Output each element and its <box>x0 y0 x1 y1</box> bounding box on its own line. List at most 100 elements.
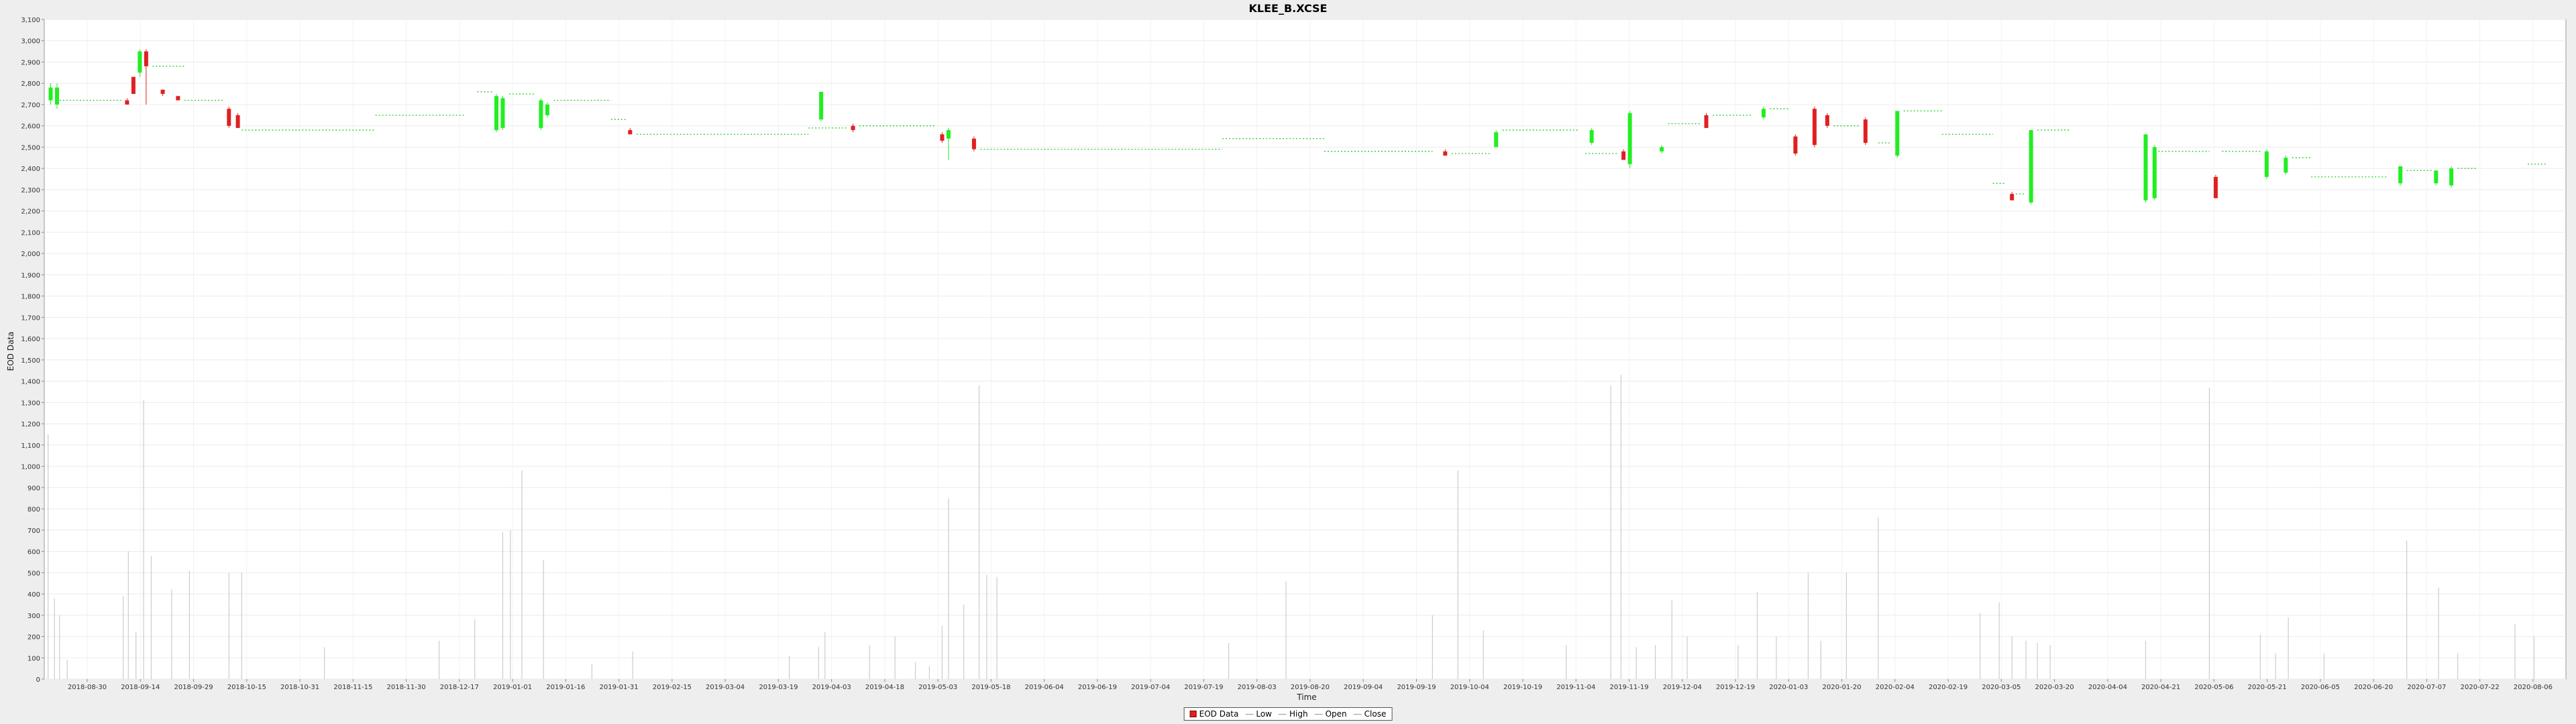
x-tick-label: 2020-04-04 <box>2088 684 2127 691</box>
y-tick-label: 2,900 <box>21 59 40 66</box>
y-tick-label: 2,400 <box>21 166 40 173</box>
y-tick-label: 100 <box>28 655 40 662</box>
x-tick-label: 2019-11-19 <box>1609 684 1648 691</box>
y-tick-label: 1,300 <box>21 400 40 407</box>
x-tick-label: 2019-08-03 <box>1238 684 1277 691</box>
y-tick-label: 2,000 <box>21 251 40 258</box>
x-tick-label: 2019-10-19 <box>1503 684 1542 691</box>
x-tick-label: 2019-09-19 <box>1397 684 1436 691</box>
candle-body <box>946 130 951 139</box>
x-tick-label: 2018-11-15 <box>333 684 372 691</box>
candle-body <box>1895 111 1900 156</box>
candle-body <box>2213 176 2218 198</box>
x-tick-label: 2020-03-20 <box>2035 684 2074 691</box>
x-tick-label: 2019-12-19 <box>1716 684 1755 691</box>
candle-body <box>227 109 231 126</box>
y-tick-label: 1,000 <box>21 464 40 471</box>
y-tick-label: 2,100 <box>21 229 40 237</box>
x-tick-label: 2019-04-18 <box>865 684 904 691</box>
candle-body <box>1761 109 1766 118</box>
x-tick-label: 2019-04-03 <box>812 684 851 691</box>
candle-body <box>1812 109 1817 145</box>
x-tick-label: 2020-06-20 <box>2354 684 2393 691</box>
x-tick-label: 2020-04-21 <box>2141 684 2180 691</box>
candle-body <box>235 115 240 128</box>
x-tick-label: 2020-07-22 <box>2461 684 2500 691</box>
candle-body <box>1494 132 1499 147</box>
x-tick-label: 2018-10-31 <box>280 684 319 691</box>
y-tick-label: 2,200 <box>21 208 40 216</box>
candle-body <box>971 138 976 149</box>
candle-body <box>2010 194 2015 200</box>
y-tick-label: 1,200 <box>21 421 40 428</box>
x-tick-label: 2019-07-04 <box>1131 684 1170 691</box>
y-tick-label: 2,700 <box>21 102 40 109</box>
legend-label-low: Low <box>1256 709 1273 719</box>
candle-body <box>2143 134 2148 200</box>
x-tick-label: 2019-08-20 <box>1291 684 1330 691</box>
x-tick-label: 2019-07-19 <box>1184 684 1223 691</box>
legend-label-high: High <box>1289 709 1308 719</box>
candle-body <box>54 87 59 105</box>
candle-body <box>1589 130 1594 143</box>
legend-swatch-high <box>1279 713 1287 715</box>
x-tick-label: 2019-06-04 <box>1025 684 1064 691</box>
candle-body <box>2152 147 2157 198</box>
candle-body <box>1863 119 1868 143</box>
candle-body <box>125 100 129 105</box>
candle-body <box>545 104 549 115</box>
y-tick-label: 700 <box>28 528 40 535</box>
y-tick-label: 2,600 <box>21 123 40 131</box>
x-tick-label: 2018-11-30 <box>386 684 425 691</box>
x-tick-label: 2020-01-20 <box>1823 684 1862 691</box>
x-tick-label: 2019-03-19 <box>759 684 798 691</box>
legend-label-close: Close <box>1364 709 1387 719</box>
y-tick-label: 500 <box>28 570 40 577</box>
legend-label-open: Open <box>1325 709 1347 719</box>
x-tick-label: 2019-05-18 <box>971 684 1010 691</box>
y-tick-label: 1,400 <box>21 379 40 386</box>
x-tick-label: 2018-12-17 <box>440 684 479 691</box>
x-tick-label: 2019-01-31 <box>600 684 639 691</box>
candle-body <box>2434 170 2438 184</box>
candle-body <box>539 100 543 128</box>
candle-body <box>851 125 855 131</box>
x-tick-label: 2019-10-04 <box>1450 684 1489 691</box>
candle-body <box>819 91 824 120</box>
legend-swatch-open <box>1314 713 1323 715</box>
x-tick-label: 2019-12-04 <box>1663 684 1702 691</box>
candle-body <box>131 76 136 95</box>
x-tick-label: 2020-08-06 <box>2514 684 2553 691</box>
candle-body <box>160 89 165 95</box>
y-tick-label: 2,300 <box>21 187 40 194</box>
x-tick-label: 2020-03-05 <box>1982 684 2021 691</box>
chart-title: KLEE_B.XCSE <box>1249 2 1328 15</box>
y-tick-label: 3,000 <box>21 38 40 46</box>
y-tick-label: 1,600 <box>21 336 40 343</box>
x-tick-label: 2020-07-07 <box>2407 684 2446 691</box>
x-axis-label: Time <box>1296 692 1316 702</box>
y-tick-label: 300 <box>28 613 40 620</box>
x-tick-label: 2019-06-19 <box>1078 684 1117 691</box>
x-tick-label: 2018-09-29 <box>174 684 213 691</box>
candle-body <box>1825 115 1829 126</box>
candle-body <box>2284 158 2288 173</box>
y-tick-label: 1,700 <box>21 314 40 322</box>
y-tick-label: 800 <box>28 506 40 514</box>
y-axis-label: EOD Data <box>6 332 15 371</box>
y-tick-label: 1,500 <box>21 357 40 365</box>
legend-swatch-eod <box>1189 711 1197 717</box>
candle-body <box>1704 115 1709 128</box>
candle-body <box>1660 147 1664 152</box>
x-tick-label: 2020-02-04 <box>1876 684 1915 691</box>
y-tick-label: 400 <box>28 591 40 599</box>
candle-body <box>628 130 633 135</box>
x-tick-label: 2019-11-04 <box>1556 684 1595 691</box>
candle-body <box>138 51 142 73</box>
y-tick-label: 900 <box>28 485 40 492</box>
x-tick-label: 2019-02-15 <box>653 684 692 691</box>
candle-body <box>500 98 505 128</box>
y-tick-label: 0 <box>36 676 40 684</box>
chart-legend: EOD Data Low High Open Close <box>1183 707 1393 721</box>
x-tick-label: 2020-01-03 <box>1769 684 1808 691</box>
